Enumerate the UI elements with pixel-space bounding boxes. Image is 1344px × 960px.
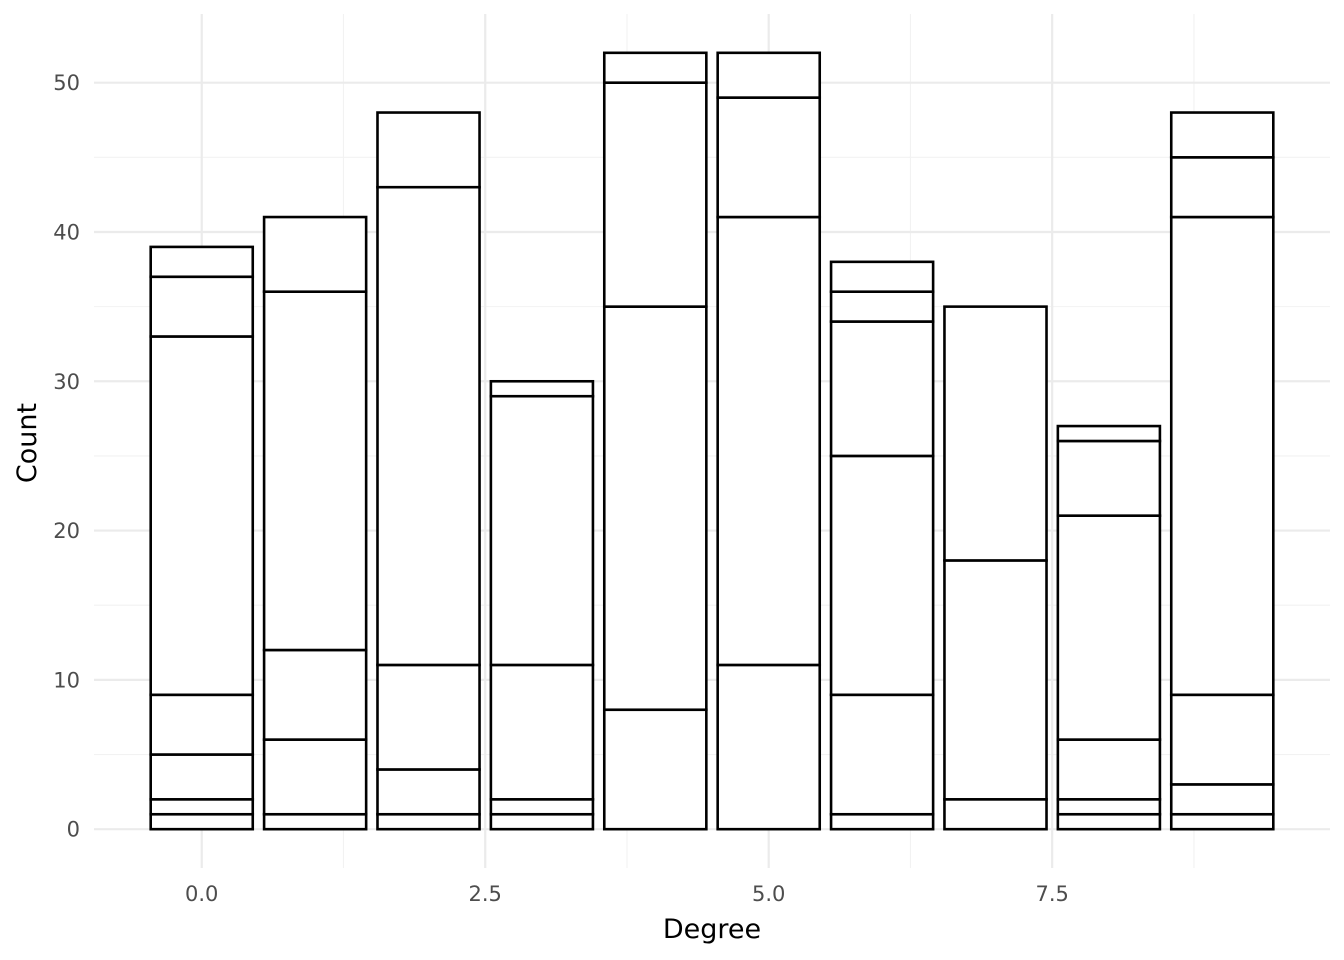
bar-segment <box>716 96 822 219</box>
bar-stack <box>602 51 708 831</box>
bar-stack <box>1169 111 1275 831</box>
y-tick-label: 50 <box>53 71 80 95</box>
x-axis-title: Degree <box>663 914 761 945</box>
y-tick-label: 30 <box>53 370 80 394</box>
bar-segment <box>149 798 255 816</box>
bar-segment <box>149 753 255 801</box>
bar-segment <box>602 81 708 308</box>
bar-segment <box>1056 439 1162 517</box>
bar-stack <box>376 111 481 831</box>
x-tick-label: 0.0 <box>185 882 218 906</box>
bar-stack <box>489 379 595 831</box>
bar-segment <box>829 454 935 697</box>
bar-segment <box>149 693 255 756</box>
bar-segment <box>489 394 595 667</box>
bar-segment <box>716 215 822 667</box>
bar-segment <box>489 798 595 816</box>
bar-stack <box>1056 424 1162 831</box>
bar-segment <box>1169 111 1275 159</box>
bar-segment <box>716 663 822 831</box>
bar-segment <box>489 379 595 398</box>
y-tick-label: 40 <box>53 220 80 244</box>
bar-segment <box>489 812 595 831</box>
bar-segment <box>943 559 1048 801</box>
bar-segment <box>149 275 255 338</box>
bar-segment <box>602 305 708 712</box>
bar-stack <box>829 260 935 831</box>
bar-stack <box>943 305 1048 831</box>
bar-segment <box>262 215 368 293</box>
bar-segment <box>602 51 708 84</box>
x-tick-label: 5.0 <box>752 882 785 906</box>
y-axis-ticks: 0 10 20 30 40 50 <box>53 71 80 842</box>
bar-stack <box>149 245 255 831</box>
x-axis-ticks: 0.0 2.5 5.0 7.5 <box>185 882 1069 906</box>
bar-segment <box>1056 514 1162 741</box>
bars <box>149 51 1275 831</box>
bar-segment <box>716 51 822 99</box>
bar-segment <box>149 812 255 831</box>
bar-segment <box>262 812 368 831</box>
bar-segment <box>149 335 255 697</box>
bar-segment <box>149 245 255 279</box>
bar-segment <box>376 812 481 831</box>
bar-segment <box>1169 783 1275 816</box>
bar-segment <box>489 663 595 801</box>
bar-segment <box>262 648 368 741</box>
bar-segment <box>943 305 1048 562</box>
bar-segment <box>376 768 481 816</box>
y-axis-title: Count <box>12 403 43 483</box>
bar-segment <box>1169 693 1275 786</box>
bar-segment <box>376 111 481 189</box>
bar-segment <box>829 320 935 458</box>
bar-segment <box>1169 156 1275 219</box>
bar-segment <box>602 708 708 831</box>
bar-segment <box>376 185 481 667</box>
bar-segment <box>829 260 935 293</box>
bar-segment <box>829 812 935 831</box>
y-tick-label: 0 <box>67 818 80 842</box>
y-tick-label: 10 <box>53 668 80 692</box>
bar-segment <box>376 663 481 771</box>
bar-segment <box>262 738 368 816</box>
bar-segment <box>829 290 935 323</box>
bar-segment <box>1056 798 1162 816</box>
bar-segment <box>1056 424 1162 443</box>
bar-segment <box>829 693 935 816</box>
bar-segment <box>1169 215 1275 697</box>
y-tick-label: 20 <box>53 519 80 543</box>
bar-segment <box>1056 738 1162 801</box>
bar-segment <box>1056 812 1162 831</box>
bar-segment <box>1169 812 1275 831</box>
bar-stack <box>716 51 822 831</box>
x-tick-label: 2.5 <box>469 882 502 906</box>
bar-segment <box>262 290 368 652</box>
bar-stack <box>262 215 368 831</box>
x-tick-label: 7.5 <box>1035 882 1068 906</box>
bar-segment <box>943 798 1048 831</box>
